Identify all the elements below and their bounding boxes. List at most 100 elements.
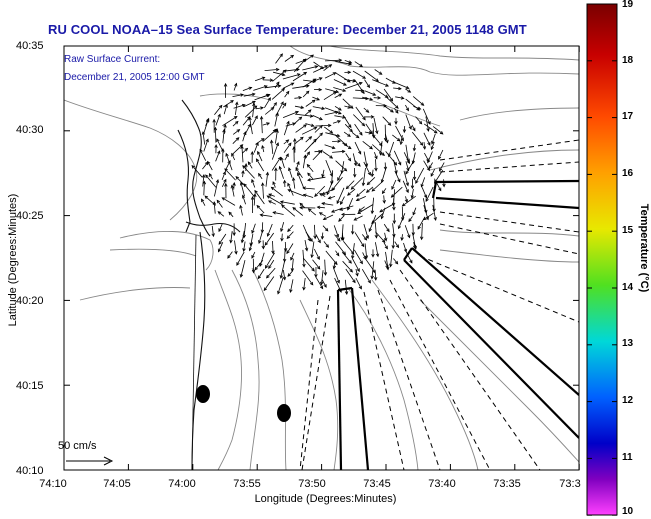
- current-vector: [361, 96, 374, 101]
- current-vector: [323, 241, 330, 248]
- current-vector: [243, 100, 256, 108]
- current-vector: [412, 144, 417, 152]
- current-vector: [205, 174, 217, 188]
- current-vector: [379, 203, 394, 213]
- current-vector: [222, 116, 238, 127]
- current-vector: [342, 114, 352, 129]
- current-vector: [333, 79, 347, 86]
- current-vector: [282, 179, 287, 188]
- current-vector: [212, 118, 216, 133]
- current-vector: [251, 258, 256, 274]
- current-vector: [225, 152, 233, 171]
- current-vector: [294, 105, 305, 109]
- current-vector: [306, 163, 314, 172]
- current-vector: [257, 268, 265, 280]
- current-vector: [315, 234, 321, 244]
- current-vector: [334, 71, 351, 83]
- current-vector: [305, 231, 313, 243]
- current-vector: [345, 268, 356, 284]
- current-vector: [307, 208, 317, 216]
- current-vector: [224, 182, 228, 199]
- current-vector: [353, 114, 366, 127]
- current-vector: [400, 234, 404, 241]
- current-vector: [203, 138, 209, 152]
- current-vector: [252, 102, 256, 118]
- current-vector: [411, 131, 424, 146]
- current-vector: [251, 223, 256, 234]
- current-vector: [405, 98, 421, 111]
- current-vector: [297, 172, 305, 189]
- current-vector: [283, 139, 290, 145]
- current-vector: [218, 223, 223, 233]
- current-vector: [354, 141, 362, 155]
- colorbar-tick-label: 18: [622, 55, 634, 66]
- y-tick-label: 40:35: [16, 40, 44, 52]
- current-vector: [419, 223, 424, 241]
- current-vector: [305, 54, 315, 62]
- current-vector: [259, 213, 273, 217]
- current-vector: [230, 184, 235, 197]
- current-vector: [263, 93, 271, 98]
- current-vector: [392, 198, 396, 211]
- x-tick-label: 74:10: [39, 478, 67, 490]
- current-vector: [302, 277, 306, 291]
- current-vector: [373, 117, 379, 135]
- current-vector: [253, 141, 259, 153]
- current-vector: [284, 90, 290, 98]
- current-vector: [242, 86, 253, 91]
- current-vector: [312, 106, 326, 110]
- current-vector: [355, 106, 366, 121]
- current-vector: [281, 204, 296, 217]
- current-vector: [233, 82, 238, 91]
- current-vector: [358, 206, 365, 212]
- current-vector: [403, 242, 408, 253]
- island-marker: [196, 385, 210, 403]
- current-vector: [412, 171, 417, 181]
- current-vector: [415, 167, 425, 184]
- current-vector: [323, 259, 328, 276]
- current-vector: [364, 70, 380, 82]
- current-vector: [385, 133, 389, 144]
- current-vector: [338, 215, 345, 222]
- current-vector: [201, 198, 206, 206]
- colorbar-tick-label: 12: [622, 395, 634, 406]
- current-vector: [304, 138, 317, 153]
- current-vector: [393, 150, 402, 166]
- current-vector: [266, 267, 276, 279]
- current-vector: [302, 154, 307, 169]
- current-vector: [287, 270, 294, 277]
- current-vector: [370, 169, 375, 178]
- current-vector: [363, 223, 370, 240]
- current-vector: [439, 162, 445, 172]
- current-vector: [228, 211, 234, 218]
- y-tick-label: 40:10: [16, 465, 44, 477]
- current-vector: [405, 114, 412, 130]
- current-vector: [262, 129, 277, 142]
- current-vector: [373, 269, 378, 281]
- current-vector: [218, 233, 227, 245]
- colorbar: [586, 3, 618, 516]
- bathymetry-contours: [64, 46, 579, 470]
- current-vector: [324, 110, 339, 116]
- current-vector: [374, 222, 378, 239]
- current-vector: [334, 93, 343, 98]
- current-vector: [411, 152, 416, 165]
- current-vector: [314, 266, 318, 278]
- current-vector: [302, 90, 310, 98]
- current-vector: [270, 186, 283, 197]
- current-vector: [361, 167, 366, 187]
- current-vector: [383, 105, 394, 113]
- colorbar-tick-label: 16: [622, 168, 634, 179]
- current-vector: [392, 81, 410, 89]
- current-vector: [364, 131, 373, 135]
- current-vector: [305, 123, 315, 127]
- current-vector: [280, 156, 285, 169]
- current-vector: [341, 212, 356, 217]
- current-vector: [293, 116, 303, 125]
- current-vector: [315, 276, 324, 290]
- current-vector: [337, 171, 343, 182]
- current-vector: [214, 104, 223, 115]
- current-vector: [344, 123, 353, 133]
- current-vector: [321, 188, 336, 195]
